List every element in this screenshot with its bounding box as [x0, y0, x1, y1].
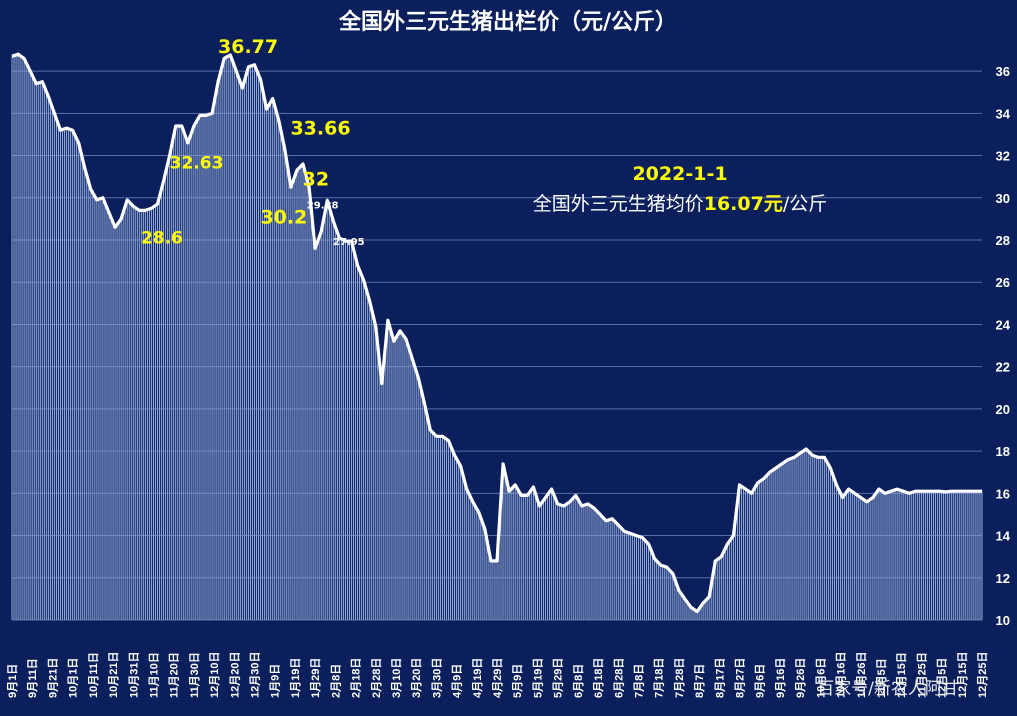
- x-tick-label: 8月17日: [713, 658, 726, 698]
- x-tick-label: 5月29日: [552, 658, 565, 698]
- x-tick-label: 12月5日: [936, 658, 949, 698]
- x-tick-label: 5月9日: [511, 664, 524, 698]
- y-tick-label: 10: [996, 613, 1010, 628]
- line-layer: [11, 52, 982, 614]
- x-tick-label: 2月18日: [350, 658, 363, 698]
- x-tick-label: 1月19日: [289, 658, 302, 698]
- y-tick-label: 30: [996, 191, 1010, 206]
- x-tick-label: 7月18日: [653, 658, 666, 698]
- y-tick-label: 28: [996, 233, 1010, 248]
- x-tick-label: 5月19日: [531, 658, 544, 698]
- x-tick-label: 12月20日: [228, 652, 241, 698]
- x-tick-label: 6月18日: [592, 658, 605, 698]
- y-tick-label: 36: [996, 64, 1010, 79]
- x-tick-label: 10月1日: [67, 658, 80, 698]
- x-tick-label: 3月30日: [430, 658, 443, 698]
- x-tick-label: 8月7日: [693, 664, 706, 698]
- x-tick-label: 12月30日: [249, 652, 262, 698]
- data-label: 32: [303, 169, 329, 191]
- x-tick-label: 11月20日: [168, 652, 181, 698]
- annotation-suffix: /公斤: [783, 193, 827, 215]
- x-tick-label: 10月31日: [127, 652, 140, 698]
- annotation-line: 全国外三元生猪均价16.07元/公斤: [533, 193, 828, 215]
- data-label: 36.77: [218, 36, 278, 58]
- x-tick-label: 1月29日: [309, 658, 322, 698]
- x-tick-label: 2月28日: [370, 658, 383, 698]
- x-tick-label: 7月8日: [632, 664, 645, 698]
- x-tick-label: 11月25日: [915, 652, 928, 698]
- y-tick-label: 26: [996, 275, 1010, 290]
- x-tick-label: 7月28日: [673, 658, 686, 698]
- y-tick-label: 12: [996, 571, 1010, 586]
- x-tick-label: 10月6日: [814, 658, 827, 698]
- y-tick-label: 32: [996, 149, 1010, 164]
- x-tick-label: 4月9日: [451, 664, 464, 698]
- x-tick-label: 12月10日: [208, 652, 221, 698]
- x-tick-label: 12月15日: [956, 652, 969, 698]
- data-label: 29.88: [307, 200, 339, 211]
- x-tick-label: 11月5日: [875, 658, 888, 698]
- data-label: 33.66: [290, 118, 350, 140]
- x-tick-label: 1月9日: [269, 664, 282, 698]
- x-axis: 9月1日 9月11日 9月21日 10月1日 10月11日 10月21日 10月31日 11月…: [6, 652, 989, 698]
- data-label: 30.2: [260, 207, 307, 229]
- x-tick-label: 9月21日: [46, 658, 59, 698]
- watermark: 百家号/新农人阿甘: [817, 679, 959, 699]
- y-tick-label: 18: [996, 444, 1010, 459]
- series-line: [11, 52, 982, 614]
- x-tick-label: 10月26日: [855, 652, 868, 698]
- x-tick-label: 9月1日: [6, 664, 19, 698]
- y-tick-label: 16: [996, 486, 1010, 501]
- x-tick-label: 6月28日: [612, 658, 625, 698]
- annotation-date: 2022-1-1: [632, 163, 727, 185]
- x-tick-label: 11月15日: [895, 652, 908, 698]
- x-tick-label: 10月16日: [835, 652, 848, 698]
- x-tick-label: 11月30日: [188, 652, 201, 698]
- y-tick-label: 14: [996, 529, 1011, 544]
- area-fill-layer: [11, 54, 983, 620]
- x-tick-label: 11月10日: [147, 652, 160, 698]
- x-tick-label: 9月11日: [26, 658, 39, 698]
- data-label: 27.95: [333, 237, 365, 248]
- x-tick-label: 4月29日: [491, 658, 504, 698]
- x-tick-label: 9月16日: [774, 658, 787, 698]
- data-label: 32.63: [170, 153, 224, 173]
- x-tick-label: 9月26日: [794, 658, 807, 698]
- y-tick-label: 34: [996, 106, 1011, 121]
- annotation-value: 16.07: [704, 193, 764, 215]
- x-tick-label: 4月19日: [471, 658, 484, 698]
- y-tick-label: 20: [996, 402, 1010, 417]
- x-tick-label: 12月25日: [976, 652, 989, 698]
- x-tick-label: 3月20日: [410, 658, 423, 698]
- annotation-prefix: 全国外三元生猪均价: [533, 193, 704, 215]
- x-tick-label: 9月6日: [754, 664, 767, 698]
- x-tick-label: 6月8日: [572, 664, 585, 698]
- annotation-unit-yellow: 元: [764, 193, 783, 215]
- data-label: 28.6: [141, 228, 183, 248]
- y-tick-label: 22: [996, 360, 1010, 375]
- y-tick-label: 24: [996, 317, 1011, 332]
- x-tick-label: 2月8日: [329, 664, 342, 698]
- x-tick-label: 3月10日: [390, 658, 403, 698]
- chart-title: 全国外三元生猪出栏价（元/公斤）: [338, 9, 677, 35]
- x-tick-label: 10月11日: [87, 652, 100, 698]
- x-tick-label: 8月27日: [734, 658, 747, 698]
- y-axis: 10 12 14 16 18 20 22 24 26 28 30 32 34 36: [996, 64, 1011, 628]
- x-tick-label: 10月21日: [107, 652, 120, 698]
- data-labels: 36.77 32.63 33.66 32 30.2 28.6 29.88 27.95: [141, 36, 365, 248]
